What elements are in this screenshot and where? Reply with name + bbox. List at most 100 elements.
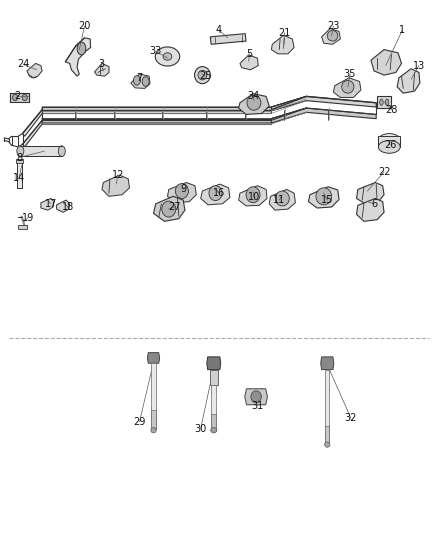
Text: 21: 21	[278, 28, 291, 38]
Ellipse shape	[325, 442, 330, 447]
Bar	[325, 426, 329, 443]
Polygon shape	[272, 108, 376, 123]
Ellipse shape	[385, 99, 389, 106]
Text: 32: 32	[345, 413, 357, 423]
Polygon shape	[239, 94, 269, 115]
Polygon shape	[65, 38, 91, 76]
Polygon shape	[167, 182, 196, 203]
Ellipse shape	[209, 185, 222, 200]
Text: 23: 23	[327, 21, 339, 31]
Bar	[17, 160, 21, 188]
Polygon shape	[321, 357, 334, 369]
Ellipse shape	[12, 94, 18, 101]
Ellipse shape	[163, 53, 172, 60]
Ellipse shape	[251, 391, 261, 402]
Bar	[20, 147, 62, 156]
Polygon shape	[22, 120, 42, 147]
Polygon shape	[245, 389, 268, 405]
Polygon shape	[371, 50, 402, 75]
Polygon shape	[239, 185, 267, 206]
Polygon shape	[272, 96, 376, 111]
Polygon shape	[153, 196, 185, 221]
Polygon shape	[42, 120, 272, 124]
Polygon shape	[27, 63, 42, 78]
Ellipse shape	[77, 42, 86, 55]
Ellipse shape	[22, 94, 27, 101]
Text: 2: 2	[14, 91, 21, 101]
Ellipse shape	[134, 76, 141, 85]
Ellipse shape	[380, 99, 383, 106]
Polygon shape	[357, 182, 384, 204]
Text: 4: 4	[216, 25, 222, 35]
Text: 34: 34	[247, 91, 259, 101]
Ellipse shape	[378, 134, 400, 147]
Ellipse shape	[198, 70, 207, 80]
Text: 1: 1	[399, 25, 406, 35]
Polygon shape	[95, 63, 109, 76]
Polygon shape	[210, 34, 246, 44]
Text: 6: 6	[371, 199, 377, 209]
Ellipse shape	[316, 188, 332, 205]
Text: 9: 9	[180, 184, 186, 195]
Text: 13: 13	[413, 61, 425, 70]
Ellipse shape	[342, 80, 354, 93]
Text: 25: 25	[199, 71, 211, 81]
Polygon shape	[11, 93, 29, 102]
Ellipse shape	[276, 191, 289, 206]
Bar	[210, 369, 218, 384]
Text: 35: 35	[344, 69, 356, 79]
Text: 10: 10	[248, 192, 260, 203]
Ellipse shape	[378, 141, 400, 154]
Text: 7: 7	[136, 73, 143, 83]
Ellipse shape	[175, 183, 188, 198]
Ellipse shape	[58, 146, 65, 157]
Text: 18: 18	[62, 202, 74, 212]
Text: 20: 20	[78, 21, 91, 31]
Text: 27: 27	[168, 202, 181, 212]
Ellipse shape	[155, 47, 180, 66]
Bar	[151, 410, 155, 429]
Polygon shape	[41, 198, 54, 210]
Ellipse shape	[162, 201, 176, 217]
Bar	[325, 369, 329, 443]
Ellipse shape	[194, 67, 210, 84]
Polygon shape	[22, 110, 84, 136]
Polygon shape	[201, 184, 230, 205]
Ellipse shape	[247, 95, 261, 110]
Ellipse shape	[151, 427, 156, 433]
Text: 8: 8	[16, 152, 22, 163]
Text: 31: 31	[251, 401, 264, 411]
Text: 29: 29	[133, 417, 146, 427]
Text: 19: 19	[21, 213, 34, 223]
Text: 28: 28	[385, 104, 398, 115]
Text: 11: 11	[273, 195, 286, 205]
Text: 26: 26	[384, 140, 396, 150]
Text: 16: 16	[213, 188, 225, 198]
Polygon shape	[397, 69, 420, 93]
Text: 33: 33	[149, 46, 162, 56]
Polygon shape	[102, 175, 130, 196]
Text: 14: 14	[13, 173, 25, 183]
Polygon shape	[57, 200, 70, 212]
Polygon shape	[240, 55, 258, 70]
Text: 30: 30	[194, 424, 207, 434]
Polygon shape	[272, 35, 294, 54]
Text: 12: 12	[112, 170, 124, 180]
Text: 24: 24	[17, 60, 30, 69]
Polygon shape	[131, 74, 150, 88]
Bar	[16, 159, 22, 163]
Ellipse shape	[211, 427, 217, 433]
Text: 3: 3	[98, 60, 104, 69]
Polygon shape	[42, 108, 306, 123]
Text: 22: 22	[378, 167, 390, 177]
Polygon shape	[42, 96, 306, 111]
Polygon shape	[42, 110, 272, 114]
Bar	[211, 384, 216, 429]
Ellipse shape	[17, 146, 24, 157]
Ellipse shape	[327, 30, 338, 41]
Polygon shape	[321, 28, 340, 44]
Bar	[151, 364, 155, 429]
Polygon shape	[377, 96, 392, 108]
Text: 5: 5	[247, 49, 253, 59]
Polygon shape	[357, 198, 384, 221]
